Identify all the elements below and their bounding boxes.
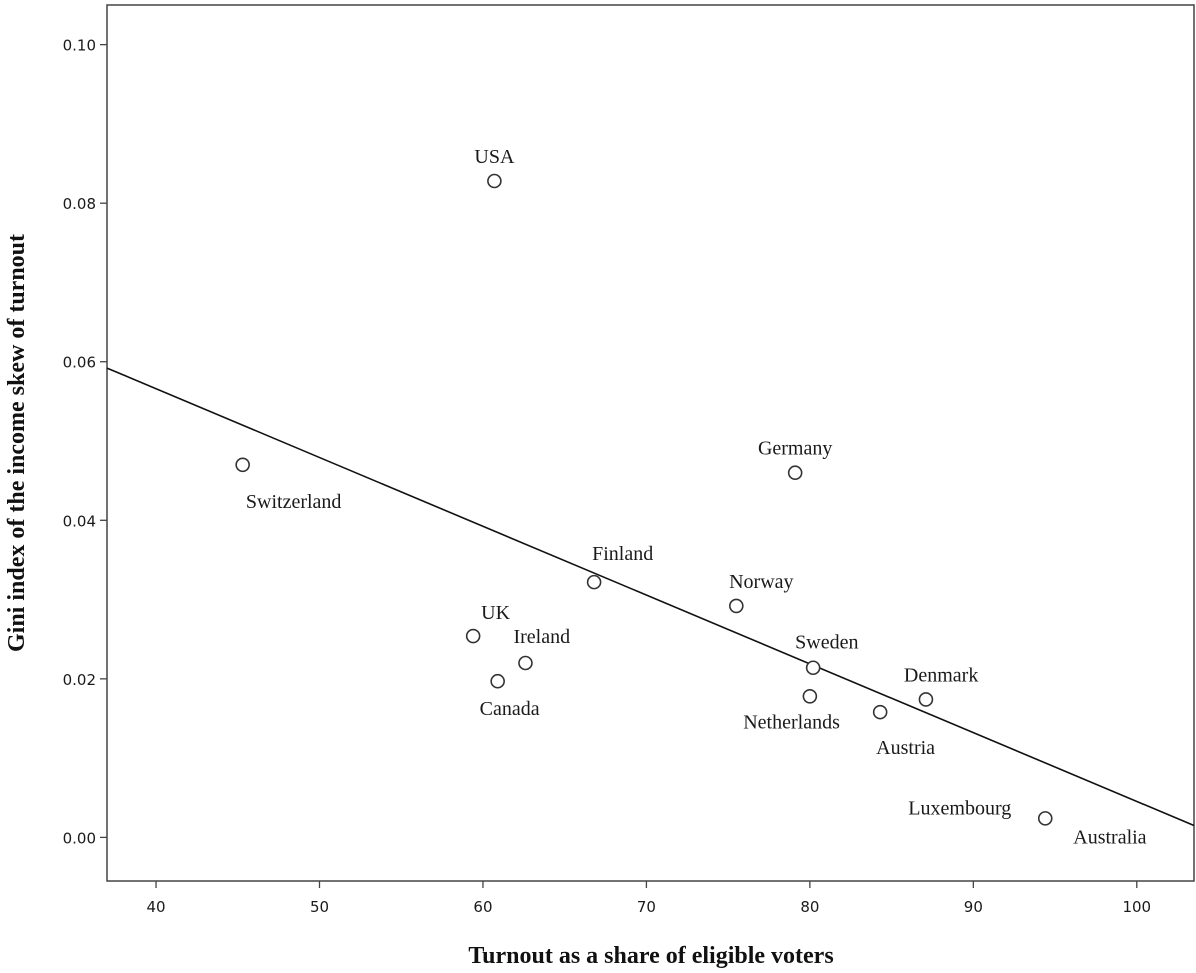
x-tick-label: 40: [146, 898, 165, 916]
point-labels: USA Switzerland Germany Finland Norway UKIrel…: [246, 146, 1147, 848]
data-point: [802, 688, 818, 704]
data-point: [918, 692, 934, 707]
point-label: Sweden: [795, 632, 858, 654]
point-label: Norway: [729, 571, 793, 593]
x-tick-label: 60: [473, 898, 492, 916]
point-label: Germany: [758, 438, 832, 460]
x-tick-label: 90: [964, 898, 983, 916]
y-tick-label: 0.10: [63, 37, 96, 55]
data-point: [490, 673, 505, 689]
x-axis-title: Turnout as a share of eligible voters: [468, 943, 833, 969]
data-point: [235, 457, 250, 473]
data-point: [729, 598, 744, 614]
point-label: USA: [474, 146, 515, 168]
y-tick-label: 0.08: [63, 195, 96, 213]
y-tick-label: 0.06: [63, 354, 96, 372]
point-label: Canada: [480, 698, 540, 720]
data-point: [586, 574, 602, 590]
point-label: Ireland: [513, 626, 570, 648]
y-axis-title: Gini index of the income skew of turnout: [4, 234, 30, 652]
point-label: Switzerland: [246, 491, 342, 513]
point-label: UK: [481, 602, 510, 624]
data-point: [1037, 811, 1053, 826]
plot-frame: [106, 4, 1195, 882]
y-tick-label: 0.04: [63, 512, 96, 530]
x-tick-label: 70: [637, 898, 656, 916]
fit-line: [106, 367, 1195, 827]
x-tick-label: 50: [310, 898, 329, 916]
point-label: Austria: [876, 737, 935, 759]
data-point: [872, 704, 888, 720]
point-label: Luxembourg: [908, 797, 1011, 819]
y-tick-label: 0.00: [63, 829, 96, 847]
x-tick-label: 100: [1122, 898, 1151, 916]
data-point: [805, 660, 821, 676]
point-label: Denmark: [904, 664, 978, 686]
data-points: [235, 173, 1053, 826]
data-point: [465, 628, 481, 644]
data-point: [518, 655, 533, 671]
data-point: [787, 465, 803, 481]
y-axis: 0.00 0.02 0.04 0.06 0.08 0.10: [63, 37, 107, 847]
point-label: Australia: [1073, 826, 1146, 848]
x-tick-label: 80: [800, 898, 819, 916]
x-axis: 40 50 60 70 80 90 100: [146, 881, 1151, 916]
point-label: Finland: [592, 543, 653, 565]
point-label: Netherlands: [743, 711, 840, 733]
data-point: [487, 173, 502, 189]
y-tick-label: 0.02: [63, 671, 96, 689]
